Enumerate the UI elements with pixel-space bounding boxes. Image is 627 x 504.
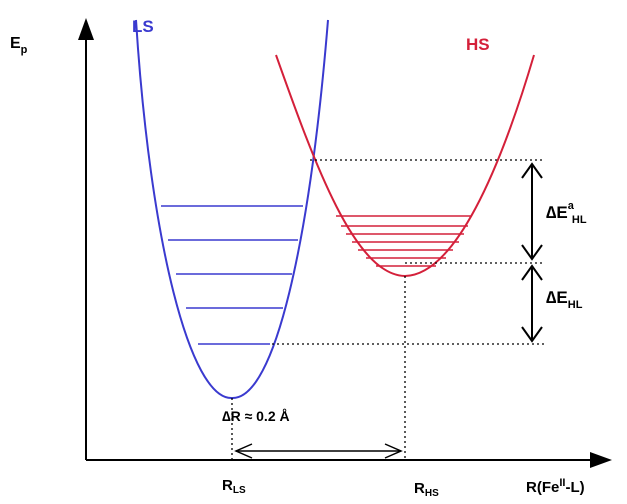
- activation-energy-label: ∆Ea HL: [546, 200, 587, 226]
- ls-curve-label: LS: [132, 17, 154, 36]
- r-ls-label: RLS: [222, 477, 246, 496]
- energy-gap-arrowhead-bottom: [521, 326, 543, 343]
- x-axis-arrowhead: [590, 452, 612, 468]
- hs-curve-label: HS: [466, 35, 490, 54]
- y-axis-label: Ep: [10, 35, 28, 56]
- x-axis-label: R(FeII-L): [526, 477, 585, 496]
- energy-gap-label: ∆EHL: [546, 288, 583, 311]
- delta-r-arrowhead-right: [384, 443, 403, 459]
- delta-r-arrowhead-left: [234, 443, 253, 459]
- r-hs-label: RHS: [414, 480, 439, 499]
- ls-potential-curve: [135, 19, 329, 400]
- y-axis-arrowhead: [78, 18, 94, 40]
- activation-arrowhead-top: [521, 162, 543, 179]
- delta-r-label: ∆R ≈ 0.2 Å: [222, 408, 290, 424]
- hs-potential-curve: [275, 54, 535, 278]
- activation-arrowhead-bottom: [521, 244, 543, 261]
- energy-gap-arrowhead-top: [521, 264, 543, 281]
